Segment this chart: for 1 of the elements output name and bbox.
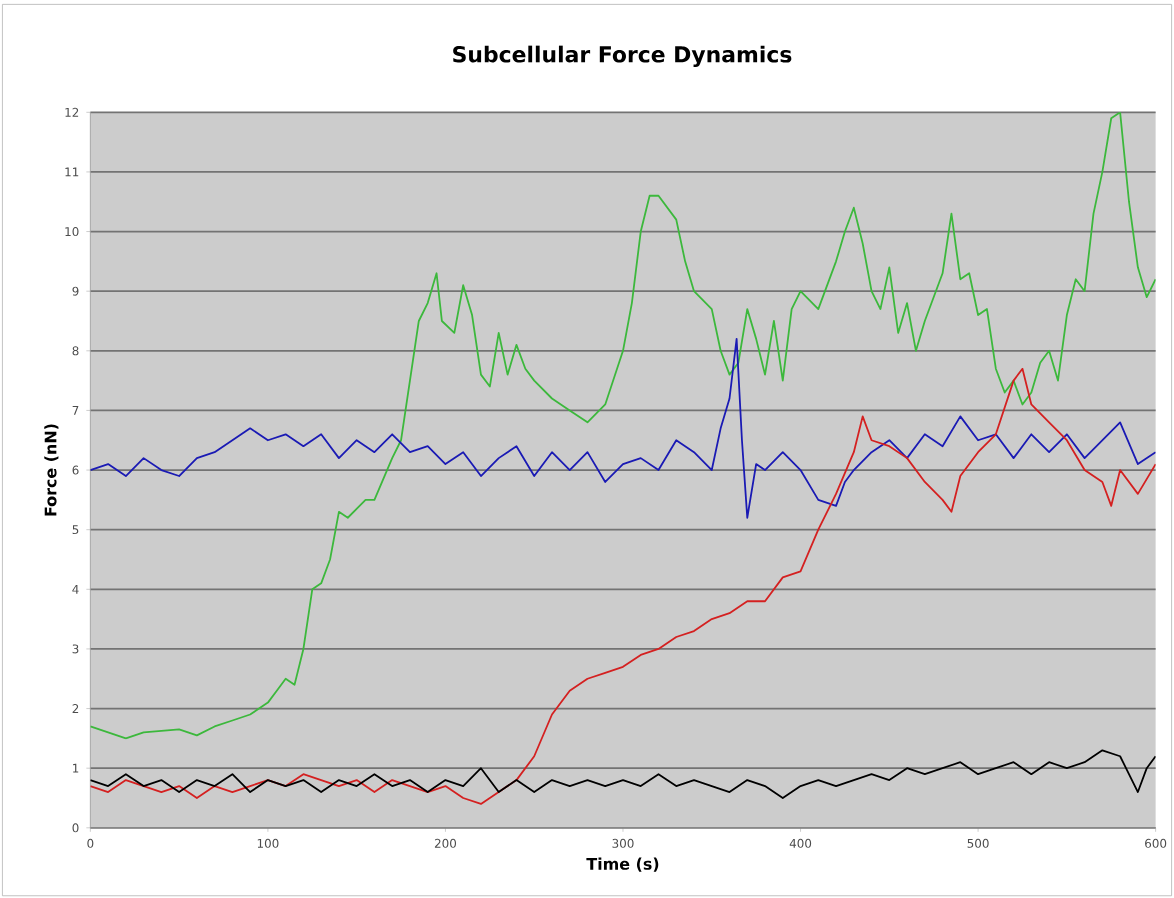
chart-title: Subcellular Force Dynamics	[453, 45, 792, 67]
